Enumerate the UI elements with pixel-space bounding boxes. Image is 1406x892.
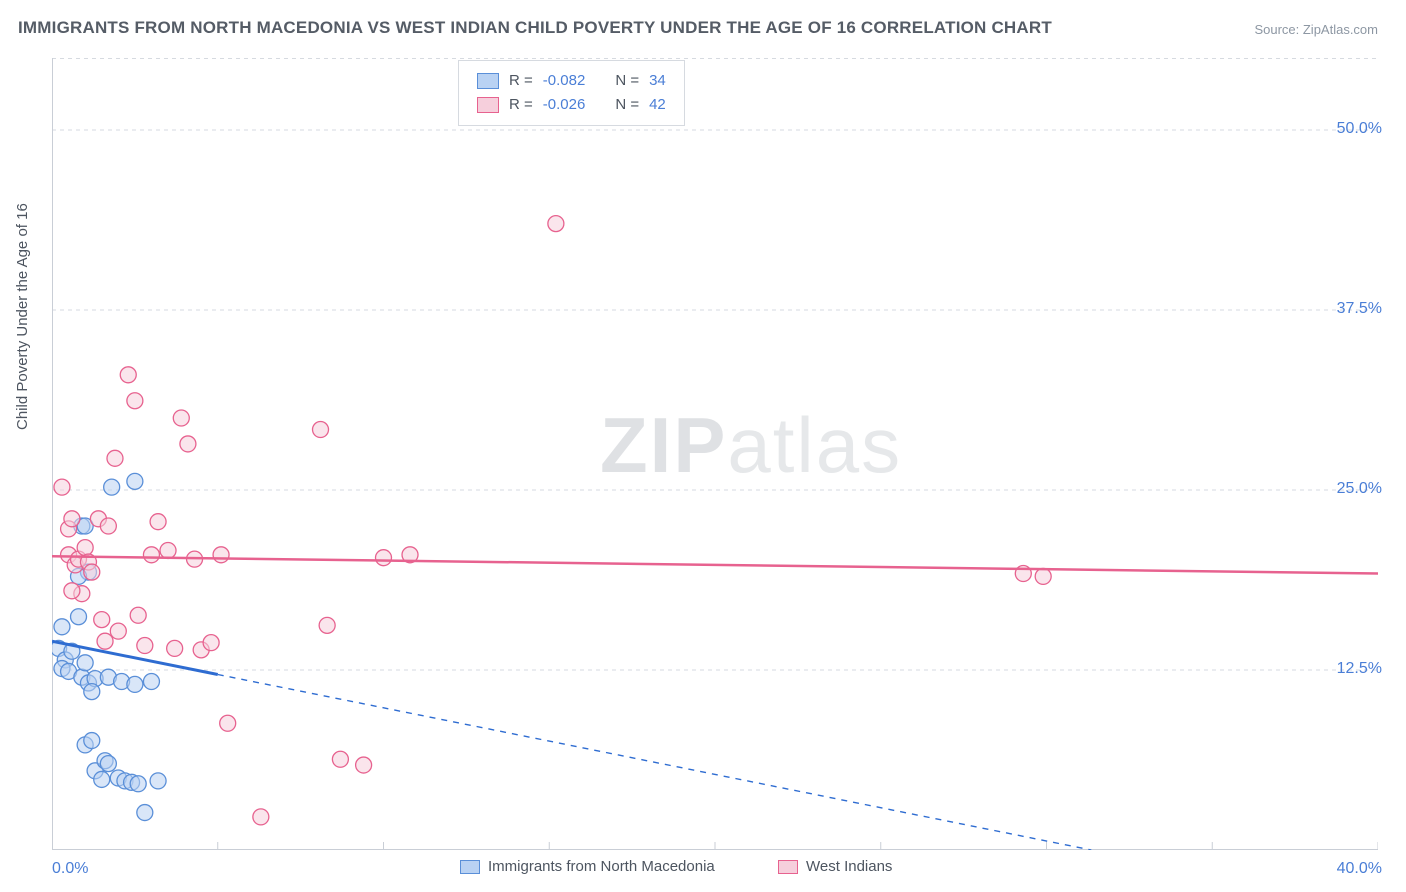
y-tick-label: 37.5% bbox=[1337, 300, 1382, 318]
corr-n-label: N = bbox=[615, 93, 639, 117]
corr-n-value: 42 bbox=[649, 93, 666, 117]
corr-r-value: -0.082 bbox=[543, 69, 586, 93]
correlation-legend-box: R = -0.082 N = 34 R = -0.026 N = 42 bbox=[458, 60, 685, 126]
corr-n-value: 34 bbox=[649, 69, 666, 93]
x-tick-label: 0.0% bbox=[52, 860, 88, 878]
legend-item: West Indians bbox=[778, 858, 892, 875]
y-tick-label: 50.0% bbox=[1337, 120, 1382, 138]
series-swatch bbox=[778, 860, 798, 874]
series-swatch bbox=[460, 860, 480, 874]
corr-r-label: R = bbox=[509, 69, 533, 93]
series-swatch bbox=[477, 73, 499, 89]
plot-area bbox=[52, 58, 1378, 850]
y-tick-label: 12.5% bbox=[1337, 660, 1382, 678]
legend-label: West Indians bbox=[806, 858, 892, 875]
corr-n-label: N = bbox=[615, 69, 639, 93]
source-prefix: Source: bbox=[1254, 22, 1302, 37]
y-axis-label: Child Poverty Under the Age of 16 bbox=[14, 203, 31, 430]
chart-title: IMMIGRANTS FROM NORTH MACEDONIA VS WEST … bbox=[18, 18, 1052, 38]
legend-item: Immigrants from North Macedonia bbox=[460, 858, 715, 875]
y-tick-label: 25.0% bbox=[1337, 480, 1382, 498]
correlation-row: R = -0.026 N = 42 bbox=[477, 93, 666, 117]
series-swatch bbox=[477, 97, 499, 113]
source-name: ZipAtlas.com bbox=[1303, 22, 1378, 37]
x-tick-label: 40.0% bbox=[1337, 860, 1382, 878]
correlation-row: R = -0.082 N = 34 bbox=[477, 69, 666, 93]
correlation-chart: IMMIGRANTS FROM NORTH MACEDONIA VS WEST … bbox=[0, 0, 1406, 892]
legend-label: Immigrants from North Macedonia bbox=[488, 858, 715, 875]
source-attribution: Source: ZipAtlas.com bbox=[1254, 22, 1378, 37]
corr-r-label: R = bbox=[509, 93, 533, 117]
corr-r-value: -0.026 bbox=[543, 93, 586, 117]
